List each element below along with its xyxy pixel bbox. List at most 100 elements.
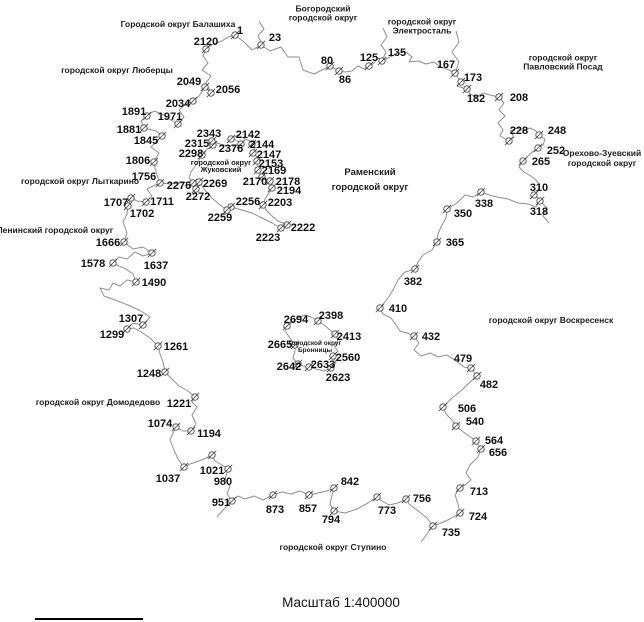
boundary-point-slash-951: [227, 496, 237, 506]
point-label-2633: 2633: [311, 359, 335, 371]
point-label-1578: 1578: [81, 258, 105, 270]
boundary-point-slash-2169: [253, 165, 263, 175]
district-label-neighbor-10: городской округ Домодедово: [36, 397, 161, 407]
district-label-neighbor-7: городской округ: [191, 158, 252, 167]
point-label-2178: 2178: [276, 176, 300, 188]
boundary-point-slash-540: [451, 421, 461, 431]
boundary-point-slash-248: [534, 130, 544, 140]
boundary-point-slash-182: [462, 84, 472, 94]
point-label-1307: 1307: [119, 313, 143, 325]
boundary-point-slash-2147: [248, 148, 258, 158]
boundary-point-slash-2694: [282, 321, 292, 331]
point-label-2694: 2694: [284, 314, 309, 326]
point-label-1637: 1637: [144, 260, 168, 272]
point-label-2269: 2269: [203, 178, 227, 190]
boundary-point-slash-2376: [236, 139, 246, 149]
point-label-2142: 2142: [236, 129, 260, 141]
point-label-735: 735: [442, 527, 460, 539]
point-label-2170: 2170: [243, 176, 267, 188]
point-label-1248: 1248: [137, 368, 161, 380]
point-label-1: 1: [237, 25, 243, 37]
point-label-756: 756: [413, 493, 431, 505]
point-label-2120: 2120: [194, 36, 218, 48]
point-label-1021: 1021: [200, 465, 224, 477]
point-label-540: 540: [466, 416, 484, 428]
point-label-135: 135: [388, 47, 406, 59]
boundary-point-slash-252: [533, 143, 543, 153]
boundary-point-slash-382: [410, 264, 420, 274]
boundary-point-slash-773: [372, 492, 382, 502]
district-label-neighbor-2: Электросталь: [393, 26, 452, 36]
boundary-point-slash-410: [375, 303, 385, 313]
point-label-1971: 1971: [158, 111, 182, 123]
boundary-point-slash-338: [476, 187, 486, 197]
point-label-1299: 1299: [100, 329, 124, 341]
point-label-656: 656: [489, 447, 507, 459]
point-label-23: 23: [269, 32, 281, 44]
boundary-point-slash-2623: [326, 363, 336, 373]
boundary-point-slash-2153: [252, 156, 262, 166]
boundary-point-slash-1261: [153, 341, 163, 351]
boundary-point-slash-125: [364, 61, 374, 71]
point-label-2153: 2153: [259, 158, 283, 170]
point-label-842: 842: [341, 476, 359, 488]
point-label-2222: 2222: [291, 222, 315, 234]
boundary-point-slash-2398: [313, 316, 323, 326]
point-label-2560: 2560: [336, 352, 360, 364]
point-label-338: 338: [475, 198, 493, 210]
point-label-2298: 2298: [179, 148, 203, 160]
boundary-point-slash-1881: [139, 123, 149, 133]
district-label-neighbor-3: городской округ: [529, 53, 598, 63]
point-label-228: 228: [510, 125, 528, 137]
point-label-2413: 2413: [337, 331, 361, 343]
boundary-point-slash-1806: [149, 157, 159, 167]
boundary-point-slash-1702: [123, 201, 133, 211]
boundary-point-slash-318: [535, 196, 545, 206]
point-label-564: 564: [485, 435, 504, 447]
point-label-1711: 1711: [150, 196, 174, 208]
point-label-80: 80: [321, 55, 333, 67]
district-label-neighbor-9: городской округ Воскресенск: [489, 315, 614, 325]
district-label-neighbor-4: городской округ Люберцы: [61, 65, 173, 75]
boundary-point-slash-1: [230, 30, 240, 40]
point-label-365: 365: [446, 237, 464, 249]
boundary-point-slash-2343: [207, 136, 217, 146]
boundary-point-slash-1891: [142, 111, 152, 121]
district-label-neighbor-8: Ленинский городской округ: [0, 225, 114, 235]
point-label-2343: 2343: [197, 128, 221, 140]
point-label-310: 310: [530, 182, 548, 194]
map-scale-label: Масштаб 1:400000: [282, 595, 400, 610]
district-label-neighbor-6: городской округ Лыткарино: [21, 176, 139, 186]
point-label-1806: 1806: [126, 155, 150, 167]
district-label-neighbor-12: городской округ: [289, 339, 342, 347]
district-label-neighbor-2: городской округ: [388, 17, 457, 27]
boundary-point-slash-479: [466, 363, 476, 373]
district-label-neighbor-11: городской округ Ступино: [280, 542, 387, 552]
point-label-724: 724: [469, 511, 488, 523]
point-label-248: 248: [548, 125, 566, 137]
boundary-point-slash-564: [471, 436, 481, 446]
point-label-1891: 1891: [122, 106, 146, 118]
boundary-point-slash-1707: [126, 193, 136, 203]
point-label-1261: 1261: [164, 341, 188, 353]
boundary-point-slash-873: [268, 490, 278, 500]
boundary-point-slash-1248: [160, 367, 170, 377]
boundary-point-slash-135: [377, 56, 387, 66]
point-label-479: 479: [454, 353, 472, 365]
point-label-208: 208: [510, 92, 528, 104]
boundary-point-slash-2178: [265, 176, 275, 186]
boundary-point-slash-228: [504, 136, 514, 146]
boundary-point-slash-2144: [247, 139, 257, 149]
point-label-1194: 1194: [197, 428, 222, 440]
point-label-1037: 1037: [156, 473, 180, 485]
point-label-2169: 2169: [262, 165, 286, 177]
point-label-382: 382: [404, 276, 422, 288]
boundary-point-slash-656: [476, 444, 486, 454]
boundary-point-slash-1299: [122, 324, 132, 334]
boundary-point-slash-724: [455, 508, 465, 518]
point-label-2034: 2034: [166, 98, 191, 110]
district-label-neighbor-1: городской округ: [289, 13, 358, 23]
point-label-252: 252: [547, 145, 565, 157]
